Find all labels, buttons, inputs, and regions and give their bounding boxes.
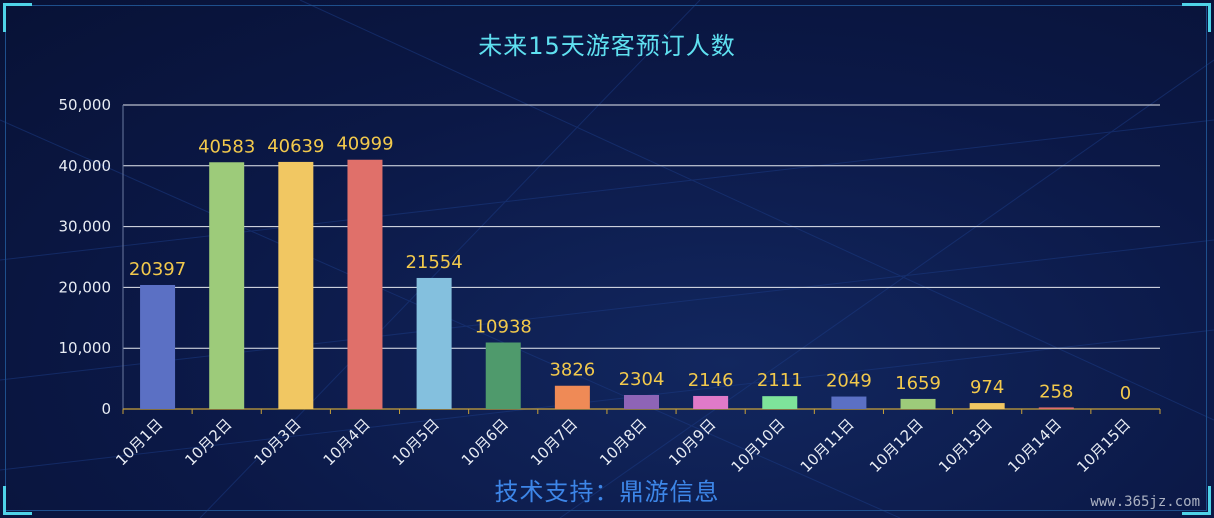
bar [347, 159, 383, 409]
value-label: 258 [1039, 381, 1073, 402]
bar [762, 396, 798, 409]
x-tick-label: 10月8日 [596, 415, 650, 469]
x-tick-label: 10月6日 [458, 415, 512, 469]
y-tick-label: 10,000 [59, 339, 112, 357]
x-tick-label: 10月4日 [320, 415, 374, 469]
bar [900, 398, 936, 409]
y-tick-label: 50,000 [59, 96, 112, 114]
bar [693, 395, 729, 409]
bar [278, 161, 314, 409]
value-label: 2049 [826, 371, 872, 392]
x-tick-label: 10月15日 [1073, 415, 1134, 476]
bar [624, 394, 659, 409]
x-tick-label: 10月3日 [250, 415, 304, 469]
frame-corner [1182, 486, 1211, 515]
y-tick-label: 30,000 [59, 218, 112, 236]
y-tick-label: 20,000 [59, 278, 112, 296]
bar [140, 284, 176, 409]
value-label: 40999 [336, 134, 393, 155]
bar [416, 277, 452, 409]
frame-corner [1182, 3, 1211, 32]
x-tick-label: 10月13日 [935, 415, 996, 476]
value-label: 21554 [405, 252, 462, 273]
value-label: 3826 [549, 360, 595, 381]
value-label: 40583 [198, 136, 255, 157]
x-tick-label: 10月5日 [389, 415, 443, 469]
x-tick-label: 10月11日 [797, 415, 858, 476]
value-label: 0 [1120, 383, 1131, 404]
chart-title: 未来15天游客预订人数 [478, 32, 736, 60]
x-tick-label: 10月2日 [181, 415, 235, 469]
watermark: www.365jz.com [1090, 494, 1200, 510]
value-label: 1659 [895, 373, 941, 394]
footer-credit: 技术支持：鼎游信息 [494, 478, 720, 506]
x-tick-label: 10月7日 [527, 415, 581, 469]
bar [554, 385, 590, 409]
frame-corner [3, 486, 32, 515]
value-label: 2146 [688, 370, 734, 391]
value-label: 20397 [129, 259, 186, 280]
bar [209, 162, 245, 409]
bar [969, 403, 1005, 409]
panel-frame [5, 5, 1207, 511]
value-label: 974 [970, 377, 1004, 398]
bar [485, 342, 521, 409]
x-tick-label: 10月10日 [728, 415, 789, 476]
value-label: 10938 [475, 316, 532, 337]
bar [1038, 407, 1074, 409]
x-tick-label: 10月12日 [866, 415, 927, 476]
x-tick-label: 10月1日 [112, 415, 166, 469]
value-label: 2304 [619, 369, 665, 390]
x-tick-label: 10月9日 [665, 415, 719, 469]
value-label: 40639 [267, 136, 324, 157]
frame-corner [3, 3, 32, 32]
y-tick-label: 0 [101, 400, 111, 418]
value-label: 2111 [757, 370, 803, 391]
x-tick-label: 10月14日 [1004, 415, 1065, 476]
y-tick-label: 40,000 [59, 157, 112, 175]
bar [831, 396, 867, 409]
